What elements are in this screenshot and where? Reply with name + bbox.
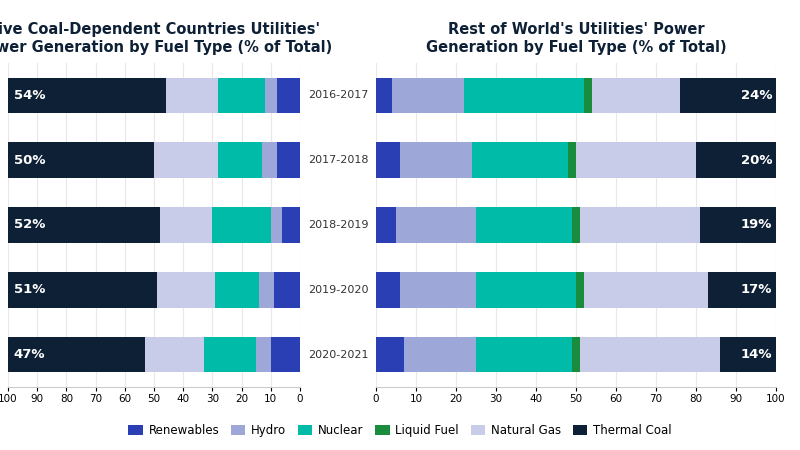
Text: 2020-2021: 2020-2021	[308, 350, 368, 360]
Bar	[376, 207, 396, 243]
Bar	[476, 337, 572, 373]
Bar	[274, 272, 300, 308]
Bar	[218, 77, 265, 113]
Bar	[376, 142, 400, 178]
Text: 2019-2020: 2019-2020	[308, 285, 368, 295]
Text: 51%: 51%	[14, 284, 46, 296]
Bar	[708, 272, 776, 308]
Bar	[8, 272, 157, 308]
Bar	[464, 77, 584, 113]
Bar	[376, 77, 392, 113]
Bar	[204, 337, 256, 373]
Bar	[277, 142, 300, 178]
Legend: Renewables, Hydro, Nuclear, Liquid Fuel, Natural Gas, Thermal Coal: Renewables, Hydro, Nuclear, Liquid Fuel,…	[124, 419, 676, 442]
Bar	[277, 77, 300, 113]
Bar	[146, 337, 204, 373]
Text: 52%: 52%	[14, 219, 46, 231]
Text: 14%: 14%	[741, 348, 772, 361]
Bar	[154, 142, 218, 178]
Bar	[580, 337, 720, 373]
Bar	[376, 272, 400, 308]
Text: 2018-2019: 2018-2019	[308, 220, 368, 230]
Title: Rest of World's Utilities' Power
Generation by Fuel Type (% of Total): Rest of World's Utilities' Power Generat…	[426, 22, 726, 55]
Bar	[592, 77, 680, 113]
Bar	[700, 207, 776, 243]
Bar	[476, 272, 576, 308]
Bar	[568, 142, 576, 178]
Text: 47%: 47%	[14, 348, 46, 361]
Bar	[404, 337, 476, 373]
Text: 50%: 50%	[14, 154, 46, 166]
Bar	[213, 207, 270, 243]
Bar	[584, 77, 592, 113]
Title: Five Coal-Dependent Countries Utilities'
Power Generation by Fuel Type (% of Tot: Five Coal-Dependent Countries Utilities'…	[0, 22, 333, 55]
Bar	[160, 207, 213, 243]
Bar	[256, 337, 270, 373]
Text: 54%: 54%	[14, 89, 46, 102]
Bar	[580, 207, 700, 243]
Bar	[166, 77, 218, 113]
Bar	[218, 142, 262, 178]
Bar	[157, 272, 215, 308]
Bar	[476, 207, 572, 243]
Bar	[576, 272, 584, 308]
Bar	[8, 142, 154, 178]
Bar	[259, 272, 274, 308]
Bar	[392, 77, 464, 113]
Bar	[8, 337, 146, 373]
Text: 2016-2017: 2016-2017	[308, 90, 368, 100]
Bar	[270, 337, 300, 373]
Text: 20%: 20%	[741, 154, 772, 166]
Bar	[584, 272, 708, 308]
Bar	[265, 77, 277, 113]
Bar	[215, 272, 259, 308]
Bar	[376, 337, 404, 373]
Bar	[572, 207, 580, 243]
Bar	[400, 142, 472, 178]
Bar	[472, 142, 568, 178]
Bar	[572, 337, 580, 373]
Bar	[270, 207, 282, 243]
Bar	[720, 337, 776, 373]
Text: 2017-2018: 2017-2018	[308, 155, 368, 165]
Text: 17%: 17%	[741, 284, 772, 296]
Bar	[400, 272, 476, 308]
Bar	[8, 77, 166, 113]
Bar	[282, 207, 300, 243]
Bar	[262, 142, 277, 178]
Text: 19%: 19%	[741, 219, 772, 231]
Bar	[8, 207, 160, 243]
Bar	[696, 142, 776, 178]
Bar	[576, 142, 696, 178]
Bar	[680, 77, 776, 113]
Text: 24%: 24%	[741, 89, 772, 102]
Bar	[396, 207, 476, 243]
